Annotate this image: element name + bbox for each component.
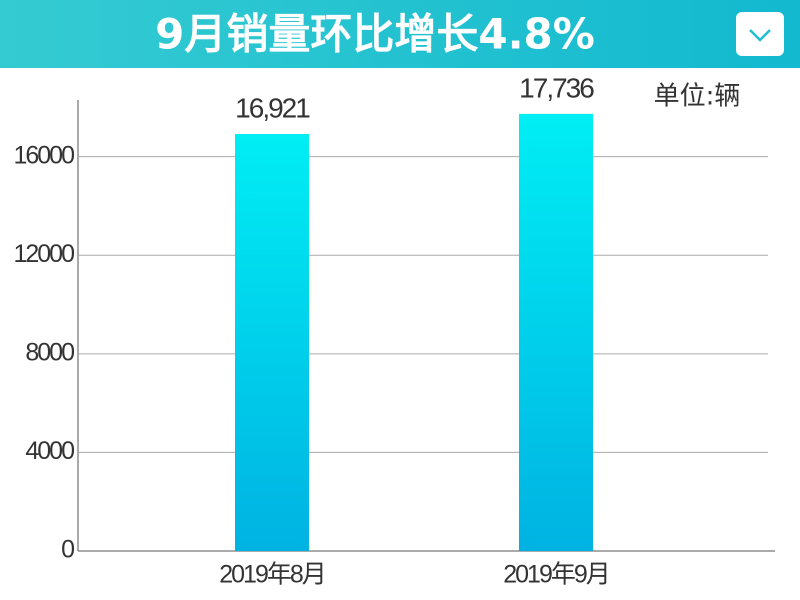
x-tick-label: 2019年9月 [503, 561, 609, 589]
y-tick-label: 4000 [25, 437, 74, 465]
header [0, 0, 800, 68]
value-label: 16,921 [235, 92, 310, 123]
y-tick-label: 16000 [13, 141, 74, 169]
y-tick-label: 12000 [13, 240, 74, 268]
unit-label: 单位:辆 [654, 82, 741, 112]
value-label: 17,736 [519, 72, 594, 103]
x-tick-label: 2019年8月 [219, 561, 325, 589]
bar [235, 133, 309, 552]
y-tick-label: 0 [61, 536, 74, 564]
bar [519, 113, 593, 552]
y-tick-label: 8000 [25, 338, 74, 366]
chart-title: 9月销量环比增长4.8% [155, 10, 595, 59]
dropdown-button[interactable] [736, 12, 784, 56]
